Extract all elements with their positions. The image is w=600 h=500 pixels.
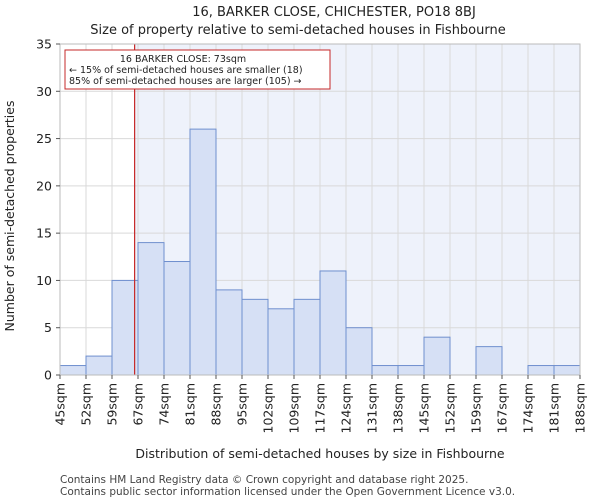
x-tick-label: 188sqm xyxy=(573,383,588,433)
x-tick-label: 102sqm xyxy=(261,383,276,433)
y-tick-label: 25 xyxy=(36,131,52,146)
bar xyxy=(85,355,113,376)
x-tick-label: 124sqm xyxy=(339,383,354,433)
bar xyxy=(527,365,555,376)
footer-line-2: Contains public sector information licen… xyxy=(60,486,515,498)
bar xyxy=(553,365,581,376)
y-tick-label: 10 xyxy=(36,273,52,288)
x-tick-label: 131sqm xyxy=(365,383,380,433)
bar xyxy=(189,128,217,376)
annotation-larger: 85% of semi-detached houses are larger (… xyxy=(69,76,302,87)
y-tick-label: 5 xyxy=(44,320,52,335)
bar xyxy=(475,346,503,376)
bar xyxy=(371,365,399,376)
y-axis-title: Number of semi-detached properties xyxy=(2,101,17,332)
bar xyxy=(423,336,451,376)
x-tick-label: 181sqm xyxy=(547,383,562,433)
x-tick-label: 59sqm xyxy=(105,383,120,426)
x-tick-label: 174sqm xyxy=(521,383,536,433)
bars xyxy=(59,128,581,376)
y-tick-label: 0 xyxy=(44,368,52,383)
annotation-title: 16 BARKER CLOSE: 73sqm xyxy=(120,54,246,65)
x-tick-label: 117sqm xyxy=(313,383,328,433)
x-tick-label: 45sqm xyxy=(53,383,68,426)
x-tick-label: 159sqm xyxy=(469,383,484,433)
x-tick-label: 52sqm xyxy=(79,383,94,426)
x-axis-title: Distribution of semi-detached houses by … xyxy=(135,446,504,461)
bar xyxy=(319,270,347,376)
x-tick-label: 109sqm xyxy=(287,383,302,433)
x-tick-label: 67sqm xyxy=(131,383,146,426)
y-tick-label: 30 xyxy=(36,84,52,99)
x-tick-label: 152sqm xyxy=(443,383,458,433)
annotation-smaller: ← 15% of semi-detached houses are smalle… xyxy=(69,65,303,76)
bar xyxy=(267,308,295,376)
y-tick-label: 35 xyxy=(36,37,52,52)
bar xyxy=(111,279,139,376)
x-tick-label: 167sqm xyxy=(495,383,510,433)
y-tick-label: 20 xyxy=(36,178,52,193)
chart-subtitle: Size of property relative to semi-detach… xyxy=(90,23,505,38)
x-tick-label: 88sqm xyxy=(209,383,224,426)
x-tick-label: 74sqm xyxy=(157,383,172,426)
bar xyxy=(345,327,373,376)
footer-line-1: Contains HM Land Registry data © Crown c… xyxy=(60,474,468,486)
chart-title: 16, BARKER CLOSE, CHICHESTER, PO18 8BJ xyxy=(192,5,476,20)
x-tick-label: 81sqm xyxy=(183,383,198,426)
x-tick-label: 145sqm xyxy=(417,383,432,433)
bar xyxy=(241,298,269,376)
x-tick-label: 138sqm xyxy=(391,383,406,433)
annotation-box: 16 BARKER CLOSE: 73sqm ← 15% of semi-det… xyxy=(64,49,331,90)
y-tick-label: 15 xyxy=(36,226,52,241)
y-axis: 0 5 10 15 20 25 30 35 xyxy=(36,37,60,383)
x-axis: 45sqm 52sqm 59sqm 67sqm 74sqm 81sqm 88sqm 95sqm… xyxy=(53,375,588,433)
bar xyxy=(137,242,165,376)
bar xyxy=(215,289,243,376)
bar xyxy=(163,261,191,376)
bar xyxy=(397,365,425,376)
bar xyxy=(59,365,87,376)
bar xyxy=(293,298,321,376)
x-tick-label: 95sqm xyxy=(235,383,250,426)
